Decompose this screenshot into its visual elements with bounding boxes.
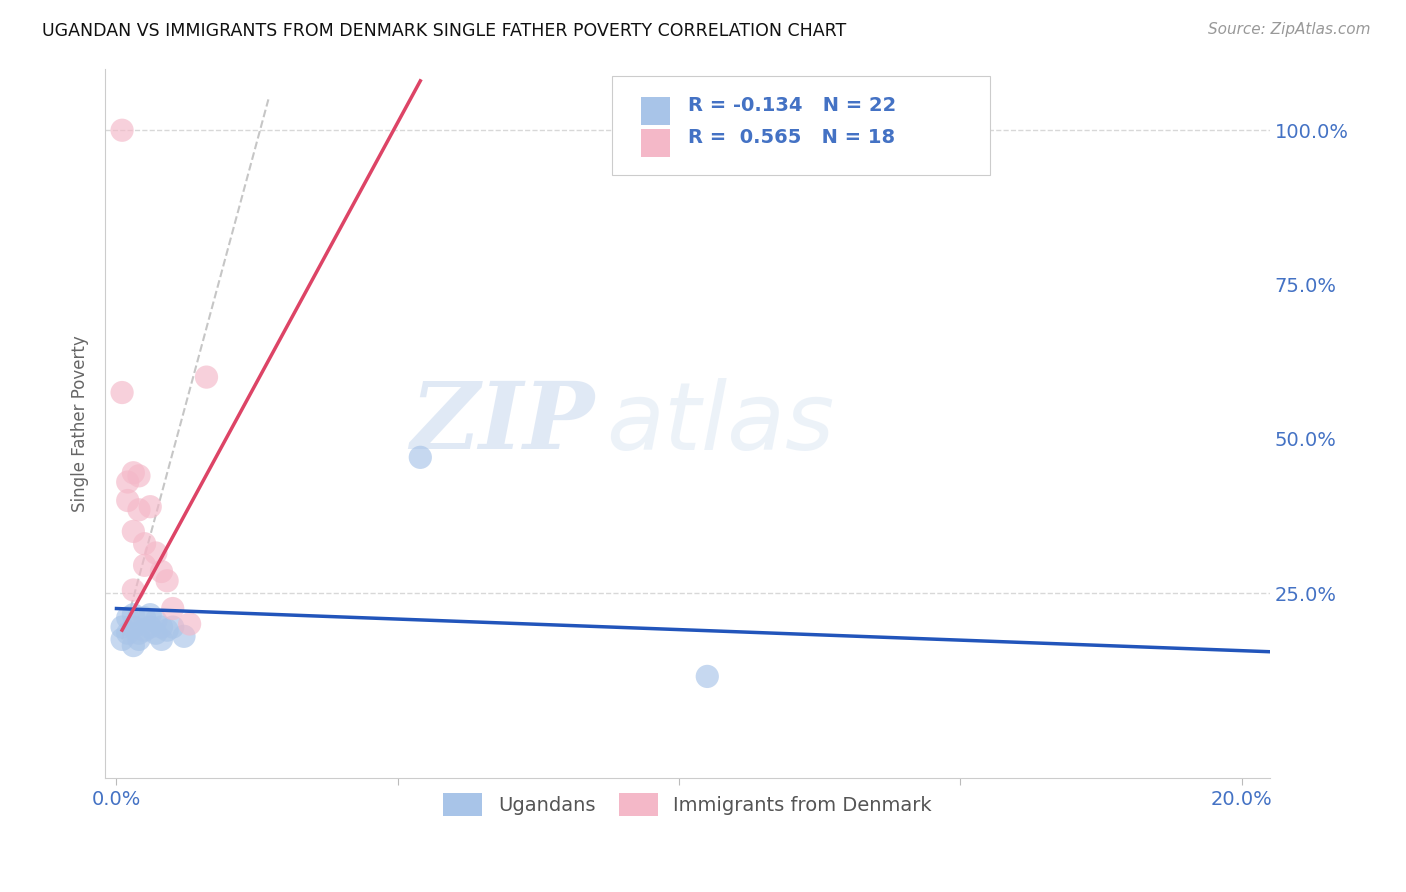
FancyBboxPatch shape xyxy=(612,76,990,175)
Point xyxy=(122,639,145,653)
Point xyxy=(134,537,156,551)
Point xyxy=(150,565,173,579)
Point xyxy=(409,450,432,465)
Text: R =  0.565   N = 18: R = 0.565 N = 18 xyxy=(688,128,894,147)
FancyBboxPatch shape xyxy=(641,128,671,157)
Point xyxy=(122,466,145,480)
Point xyxy=(111,385,134,400)
Point xyxy=(195,370,218,384)
Text: Source: ZipAtlas.com: Source: ZipAtlas.com xyxy=(1208,22,1371,37)
Point xyxy=(128,626,150,640)
Point xyxy=(134,558,156,573)
Point xyxy=(117,611,139,625)
Point xyxy=(150,620,173,634)
Point xyxy=(162,601,184,615)
Text: R = -0.134   N = 22: R = -0.134 N = 22 xyxy=(688,96,896,115)
Point xyxy=(139,620,162,634)
FancyBboxPatch shape xyxy=(641,97,671,125)
Point xyxy=(139,500,162,514)
Point xyxy=(156,623,179,637)
Point xyxy=(145,614,167,628)
Point xyxy=(128,503,150,517)
Point xyxy=(117,626,139,640)
Point xyxy=(162,620,184,634)
Point xyxy=(122,524,145,539)
Text: ZIP: ZIP xyxy=(411,378,595,468)
Point xyxy=(145,626,167,640)
Point xyxy=(111,123,134,137)
Point xyxy=(122,582,145,597)
Point xyxy=(145,546,167,560)
Point xyxy=(179,617,201,632)
Y-axis label: Single Father Poverty: Single Father Poverty xyxy=(72,335,89,512)
Point xyxy=(111,632,134,647)
Point xyxy=(128,632,150,647)
Legend: Ugandans, Immigrants from Denmark: Ugandans, Immigrants from Denmark xyxy=(433,783,942,825)
Point xyxy=(173,629,195,643)
Point xyxy=(156,574,179,588)
Point xyxy=(128,468,150,483)
Text: atlas: atlas xyxy=(606,378,834,469)
Point xyxy=(117,475,139,489)
Point xyxy=(150,632,173,647)
Point xyxy=(134,623,156,637)
Point xyxy=(122,620,145,634)
Point xyxy=(111,620,134,634)
Point xyxy=(117,493,139,508)
Point xyxy=(134,611,156,625)
Point xyxy=(122,607,145,622)
Point xyxy=(139,607,162,622)
Point xyxy=(696,669,718,683)
Text: UGANDAN VS IMMIGRANTS FROM DENMARK SINGLE FATHER POVERTY CORRELATION CHART: UGANDAN VS IMMIGRANTS FROM DENMARK SINGL… xyxy=(42,22,846,40)
